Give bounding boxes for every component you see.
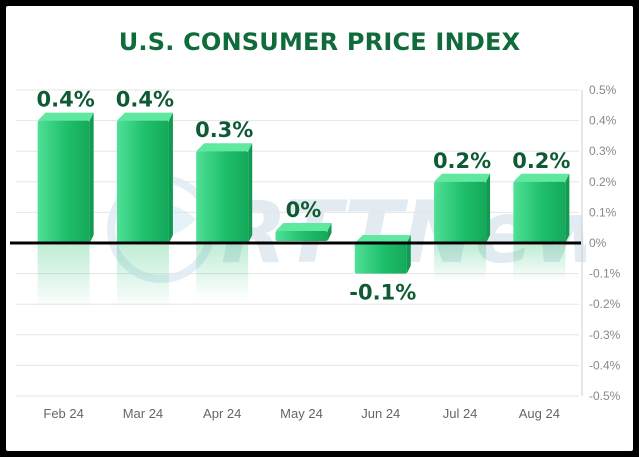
bar-side-face: [406, 235, 411, 274]
bar: [434, 181, 487, 243]
plot-area: 0.5% 0.4% 0.3% 0.2% 0.1% 0% -0.1% -0.2% -0.3% -0.…: [10, 83, 621, 421]
chart-title: U.S. CONSUMER PRICE INDEX: [118, 28, 521, 56]
y-tick-label: -0.3%: [589, 328, 621, 342]
bar-side-face: [327, 223, 332, 241]
bar-side-face: [486, 173, 491, 243]
bar-side-face: [89, 112, 94, 243]
data-label: 0.3%: [195, 118, 253, 142]
bar-reflection: [434, 245, 487, 282]
bar: [196, 151, 249, 243]
bar: [275, 231, 328, 241]
y-tick-label: 0.3%: [589, 144, 617, 158]
x-tick-label: Apr 24: [203, 406, 241, 421]
y-tick-label: -0.4%: [589, 358, 621, 372]
bar-top-face: [354, 235, 411, 243]
y-tick-label: -0.1%: [589, 267, 621, 281]
bar-reflection: [37, 245, 90, 310]
bar-top-face: [434, 173, 491, 182]
y-tick-label: 0.1%: [589, 205, 617, 219]
data-label: 0%: [286, 198, 322, 222]
bar-reflection: [196, 245, 249, 301]
y-tick-label: 0%: [589, 236, 607, 250]
bar-top-face: [513, 173, 570, 182]
bar: [116, 120, 169, 243]
data-label: 0.2%: [433, 149, 491, 173]
chart-frame: U.S. CONSUMER PRICE INDEX RTTNews 0.5%0.…: [6, 6, 633, 451]
x-tick-label: Feb 24: [43, 406, 83, 421]
bar-side-face: [248, 143, 253, 243]
bar-top-face: [196, 143, 253, 152]
data-label: -0.1%: [349, 281, 416, 305]
bar-reflection: [116, 245, 169, 310]
y-tick-label: 0.4%: [589, 114, 617, 128]
bar: [513, 181, 566, 243]
bar: [354, 243, 407, 274]
x-tick-label: Mar 24: [123, 406, 163, 421]
bar-top-face: [116, 112, 173, 121]
bar-top-face: [275, 223, 332, 231]
data-label: 0.4%: [116, 88, 174, 112]
bar-side-face: [565, 173, 570, 243]
bar-side-face: [168, 112, 173, 243]
x-tick-label: May 24: [280, 406, 323, 421]
bar: [37, 120, 90, 243]
x-tick-label: Jun 24: [361, 406, 400, 421]
y-tick-label: -0.2%: [589, 297, 621, 311]
x-tick-label: Jul 24: [443, 406, 478, 421]
y-tick-label: -0.5%: [589, 389, 621, 403]
y-tick-label: 0.2%: [589, 175, 617, 189]
bar-top-face: [37, 112, 94, 121]
data-label: 0.2%: [512, 149, 570, 173]
x-tick-label: Aug 24: [519, 406, 560, 421]
y-tick-label: 0.5%: [589, 83, 617, 97]
data-label: 0.4%: [37, 88, 95, 112]
bar-reflection: [513, 245, 566, 282]
